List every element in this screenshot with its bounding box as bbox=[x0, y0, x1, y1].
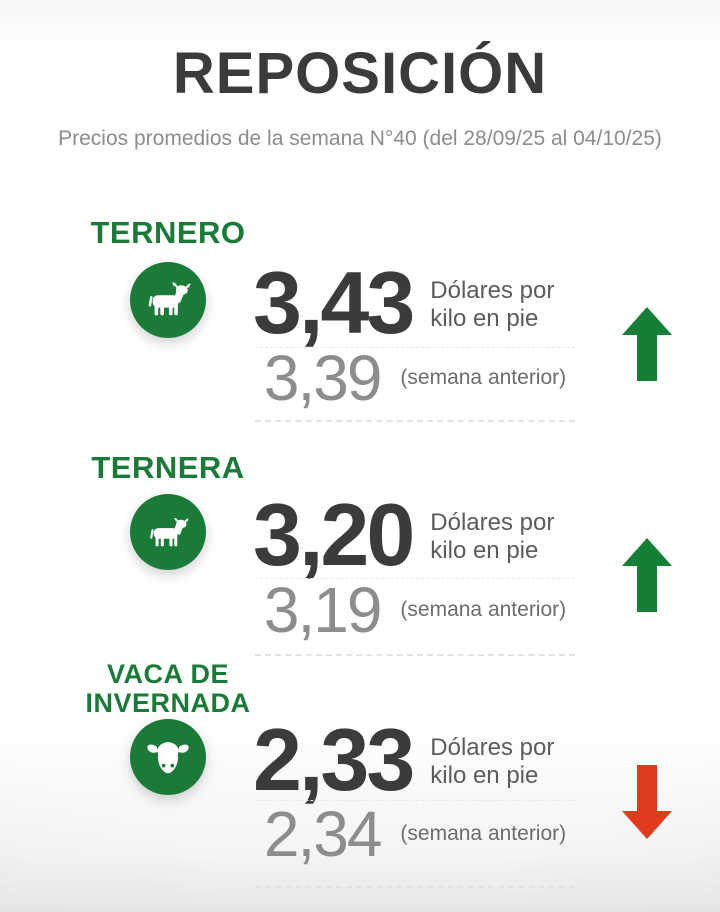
page-title: REPOSICIÓN bbox=[172, 41, 548, 106]
divider bbox=[255, 347, 575, 348]
cow-head-icon bbox=[130, 719, 206, 795]
previous-price-row: 3,39 (semana anterior) bbox=[255, 342, 575, 414]
current-price: 3,20 bbox=[253, 485, 415, 584]
page-subtitle: Precios promedios de la semana N°40 (del… bbox=[58, 127, 662, 150]
price-row: 2,33 Dólares por kilo en pie bbox=[253, 710, 555, 809]
unit-label: Dólares por kilo en pie bbox=[430, 276, 555, 332]
previous-price-row: 3,19 (semana anterior) bbox=[255, 574, 575, 646]
divider bbox=[255, 578, 575, 579]
previous-week-label: (semana anterior) bbox=[400, 366, 567, 389]
trend-down-icon bbox=[622, 765, 672, 844]
section-label: TERNERA bbox=[91, 450, 245, 485]
section-label: VACA DE INVERNADA bbox=[85, 659, 251, 718]
bottom-edge bbox=[0, 907, 720, 912]
previous-price: 3,19 bbox=[263, 574, 383, 646]
trend-up-icon bbox=[622, 538, 672, 617]
current-price: 2,33 bbox=[253, 710, 415, 809]
previous-week-label: (semana anterior) bbox=[400, 822, 567, 845]
previous-price-row: 2,34 (semana anterior) bbox=[255, 798, 575, 870]
calf-icon bbox=[130, 494, 206, 570]
price-row: 3,20 Dólares por kilo en pie bbox=[253, 485, 555, 584]
unit-label: Dólares por kilo en pie bbox=[430, 733, 555, 789]
divider bbox=[255, 800, 575, 801]
previous-week-label: (semana anterior) bbox=[400, 598, 567, 621]
section-label: TERNERO bbox=[90, 215, 246, 250]
price-row: 3,43 Dólares por kilo en pie bbox=[253, 253, 555, 352]
divider bbox=[255, 420, 575, 422]
unit-label: Dólares por kilo en pie bbox=[430, 508, 555, 564]
divider bbox=[255, 886, 575, 888]
current-price: 3,43 bbox=[253, 253, 415, 352]
calf-bull-icon bbox=[130, 262, 206, 338]
previous-price: 3,39 bbox=[263, 342, 383, 414]
divider bbox=[255, 654, 575, 656]
previous-price: 2,34 bbox=[263, 798, 383, 870]
trend-up-icon bbox=[622, 307, 672, 386]
